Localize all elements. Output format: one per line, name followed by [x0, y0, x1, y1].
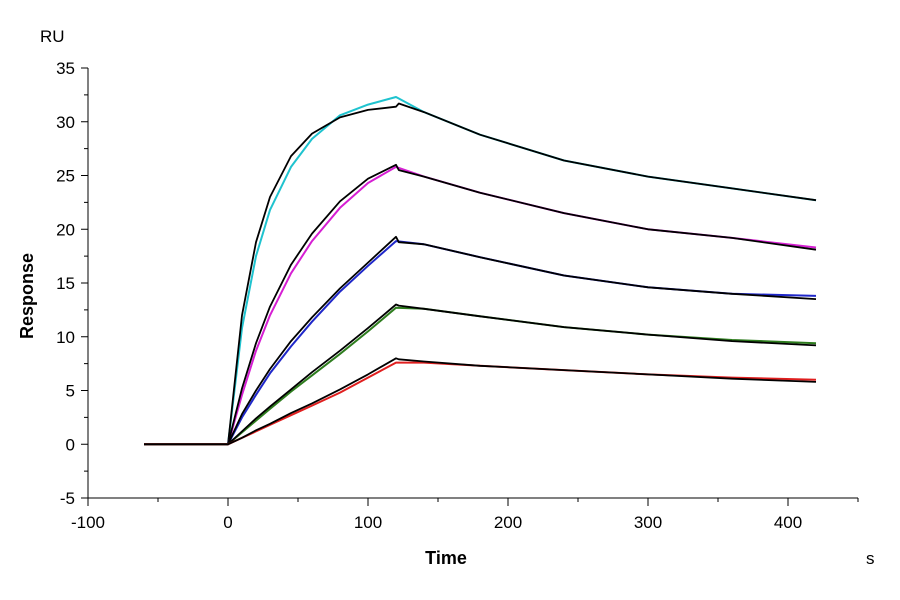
y-tick-label: -5: [60, 489, 75, 508]
y-tick-label: 0: [66, 435, 75, 454]
response-curve: [144, 96, 817, 446]
y-unit-label: RU: [40, 27, 65, 46]
response-curve: [144, 361, 817, 446]
x-axis-ticks: -100 0 100 200 300 400: [71, 498, 859, 532]
x-tick-label: 100: [354, 513, 382, 532]
x-tick-label: 200: [494, 513, 522, 532]
y-tick-label: 5: [66, 382, 75, 401]
x-axis-title: Time: [425, 548, 467, 568]
fit-curve: [144, 235, 817, 446]
y-tick-label: 25: [56, 167, 75, 186]
y-tick-label: 10: [56, 328, 75, 347]
fit-curve: [144, 357, 817, 446]
fit-curve: [144, 163, 817, 446]
fit-curve: [144, 102, 817, 446]
x-tick-label: 0: [223, 513, 232, 532]
y-tick-label: 15: [56, 274, 75, 293]
y-tick-label: 20: [56, 220, 75, 239]
x-tick-label: -100: [71, 513, 105, 532]
y-tick-label: 35: [56, 59, 75, 78]
y-tick-label: 30: [56, 113, 75, 132]
x-tick-label: 300: [634, 513, 662, 532]
fit-curve: [144, 303, 817, 446]
y-axis-title: Response: [17, 253, 37, 339]
x-unit-label: s: [866, 549, 875, 568]
series-layer: [144, 96, 817, 446]
y-axis-ticks: -5 0 5 10 15 20 25 30 35: [56, 59, 88, 508]
response-curve: [144, 240, 817, 446]
response-curve: [144, 165, 817, 446]
x-tick-label: 400: [774, 513, 802, 532]
